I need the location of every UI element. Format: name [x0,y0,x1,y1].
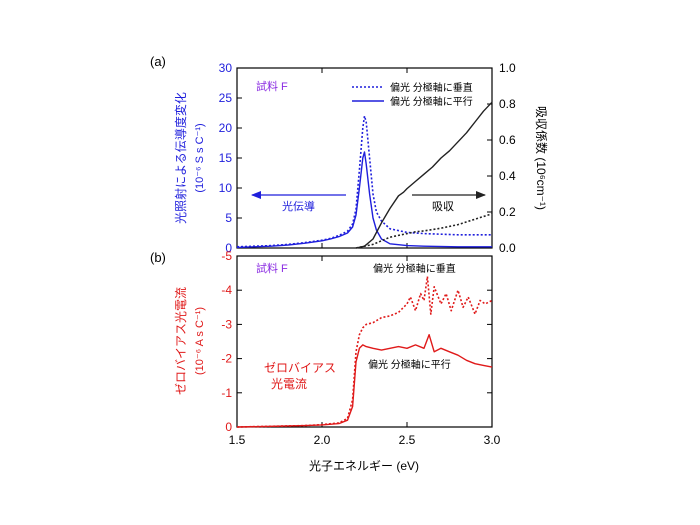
panel-b-label: (b) [150,250,166,265]
panel-b-series-line-0 [236,275,493,428]
panel-b-sample-label: 試料 F [256,261,288,275]
panel-b-x-tick-label: 2.0 [314,433,331,447]
panel-a-left-tick-label: 25 [219,91,233,105]
panel-a-left-tick-label: 15 [219,151,233,165]
panel-b-x-tick-label: 1.5 [229,433,246,447]
panel-a-x-axis [236,68,493,248]
panel-b-inner-label-line2: 光電流 [271,377,307,391]
panel-a-right-tick-label: 0.8 [499,97,516,111]
panel-a-left-axis: 0 5 10 15 20 25 30 [219,61,242,255]
panel-b-parallel-annotation: 偏光 分極軸に平行 [368,358,451,371]
legend-parallel-label: 偏光 分極軸に平行 [390,95,473,108]
panel-a-series-line-2 [355,101,493,249]
legend: 偏光 分極軸に垂直 偏光 分極軸に平行 [352,81,473,108]
panel-b-series-line-1 [236,334,493,428]
panel-a-label: (a) [150,54,166,69]
panel-b-y-tick-label: 0 [225,420,232,434]
panel-a-right-tick-label: 0.4 [499,169,516,183]
panel-a-right-tick-label: 0.0 [499,241,516,255]
panel-a-right-tick-label: 0.2 [499,205,516,219]
panel-b-y-tick-label: -5 [221,249,232,263]
panel-b-y-title-line2: (10⁻⁶ A s C⁻¹) [194,307,206,375]
panel-b-perpendicular-annotation: 偏光 分極軸に垂直 [373,262,456,275]
panel-b-y-tick-label: -2 [221,352,232,366]
panel-a-series-line-3 [355,213,493,249]
panel-b-x-tick-label: 3.0 [484,433,501,447]
panel-a-left-tick-label: 30 [219,61,233,75]
panel-a-right-title: 吸収係数 (10⁶cm⁻¹) [534,106,549,210]
panel-b-frame [236,255,493,428]
panel-a-left-tick-label: 20 [219,121,233,135]
legend-perpendicular-label: 偏光 分極軸に垂直 [390,81,473,94]
panel-b-series [236,275,493,428]
panel-a-sample-label: 試料 F [256,79,288,93]
panel-b-y-tick-label: -3 [221,317,232,331]
panel-a-right-tick-label: 1.0 [499,61,516,75]
panel-a-left-tick-label: 5 [225,211,232,225]
panel-a-left-title-line2: (10⁻⁶ S s C⁻¹) [194,123,206,192]
panel-b-y-tick-label: -4 [221,283,232,297]
panel-b-inner-label-line1: ゼロバイアス [264,361,336,375]
panel-a-left-tick-label: 0 [225,241,232,255]
panel-a-left-title-line1: 光照射による伝導度変化 [173,92,188,224]
photoconduction-label: 光伝導 [282,199,315,213]
panel-b-y-title-line1: ゼロバイアス光電流 [174,287,188,395]
panel-a-series-line-1 [236,151,492,249]
panel-a-right-tick-label: 0.6 [499,133,516,147]
panel-b-x-axis: 1.5 2.0 2.5 3.0 [229,256,501,447]
panel-b-x-tick-label: 2.5 [399,433,416,447]
panel-b-y-axis: 0 -1 -2 -3 -4 -5 [221,249,492,434]
panel-a-left-tick-label: 10 [219,181,233,195]
panel-b-y-tick-label: -1 [221,386,232,400]
absorption-label: 吸収 [432,200,454,213]
panel-a-right-axis: 0.0 0.2 0.4 0.6 0.8 1.0 [487,61,516,255]
x-axis-title: 光子エネルギー (eV) [309,459,419,473]
panel-a-series [236,101,493,249]
panel-a-series-line-0 [236,115,492,248]
panel-a-frame [236,67,493,249]
